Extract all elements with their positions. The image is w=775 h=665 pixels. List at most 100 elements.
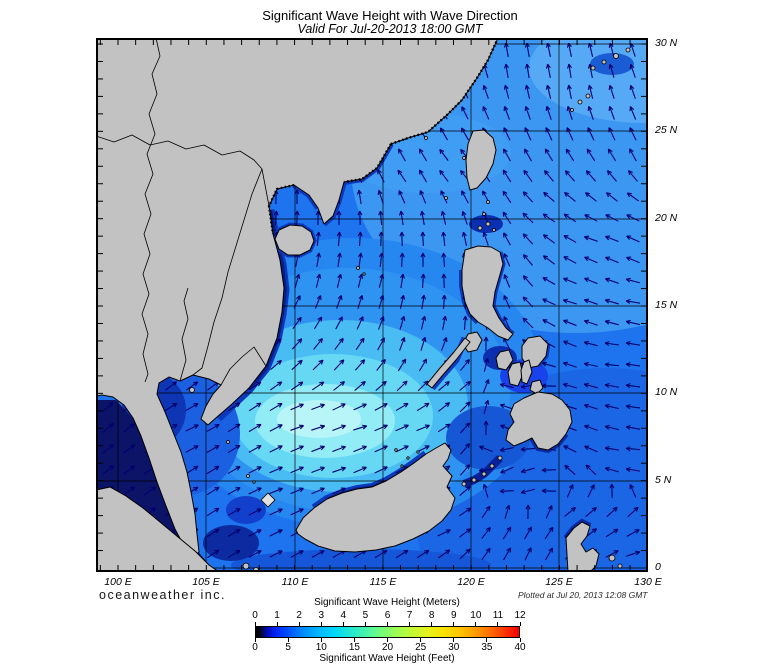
legend-scale-tickmark [254, 638, 256, 642]
plotted-timestamp: Plotted at Jul 20, 2013 12:08 GMT [518, 590, 648, 600]
small-island [625, 47, 631, 53]
legend-scale-tickmark [364, 622, 366, 626]
small-island [613, 53, 619, 59]
legend-scale-tickmark [453, 622, 455, 626]
country-border [179, 287, 189, 382]
lon-tick-label: 110 E [281, 576, 309, 588]
wave-height-colorbar [255, 626, 520, 638]
small-island [400, 464, 404, 468]
chart-title: Significant Wave Height with Wave Direct… [262, 8, 518, 23]
landmass-island [426, 337, 471, 389]
small-island [485, 221, 491, 227]
legend-scale-tickmark [486, 638, 488, 642]
landmass-island [520, 359, 533, 385]
legend-scale-number: 8 [428, 610, 435, 621]
small-island [608, 554, 616, 562]
legend-scale-tickmark [519, 622, 521, 626]
chart-subtitle: Valid For Jul-20-2013 18:00 GMT [297, 22, 483, 36]
small-island [492, 228, 496, 232]
legend-scale-tickmark [497, 622, 499, 626]
legend-meters-label: Significant Wave Height (Meters) [314, 597, 460, 608]
legend-feet-label: Significant Wave Height (Feet) [319, 653, 455, 664]
legend-scale-tickmark [254, 622, 256, 626]
legend-scale-number: 10 [315, 642, 327, 653]
landmass-mainland-asia [96, 38, 499, 558]
map-frame [96, 38, 648, 572]
legend-scale-number: 0 [252, 642, 258, 653]
small-island [462, 156, 466, 160]
lon-tick-label: 120 E [457, 576, 485, 588]
landmass-island [461, 245, 514, 341]
rocky-coast-stipple [343, 143, 393, 184]
legend-scale-tickmark [287, 638, 289, 642]
small-island [260, 492, 276, 508]
legend-scale-number: 20 [381, 642, 394, 653]
lon-tick-label: 115 E [369, 576, 397, 588]
legend-scale-number: 30 [448, 642, 460, 653]
legend-scale-number: 2 [296, 610, 302, 621]
legend-scale-number: 15 [348, 642, 360, 653]
wave-height-map [96, 38, 648, 572]
country-border [192, 168, 263, 376]
legend-scale-tickmark [409, 622, 411, 626]
legend-scale-number: 9 [450, 610, 457, 621]
legend-scale-tickmark [387, 622, 388, 626]
small-island [394, 448, 398, 452]
small-island [590, 65, 596, 71]
small-island [477, 225, 483, 231]
small-island [252, 480, 256, 484]
legend-scale-number: 1 [274, 610, 280, 621]
legend-scale-tickmark [475, 622, 477, 626]
small-island [416, 450, 420, 454]
legend-scale-tickmark [387, 638, 388, 642]
legend-scale-tickmark [320, 622, 322, 626]
legend-scale-number: 0 [252, 610, 258, 621]
small-island [471, 477, 477, 483]
small-island [486, 200, 490, 204]
small-island [242, 562, 250, 570]
small-island [489, 463, 495, 469]
country-border [220, 346, 267, 386]
small-island [601, 59, 607, 65]
landmass-island [507, 361, 524, 387]
landmass-island [465, 129, 497, 191]
legend-scale-number: 4 [340, 610, 347, 621]
country-border [141, 38, 161, 383]
legend-scale-tickmark [420, 638, 422, 642]
landmasses [96, 38, 631, 572]
small-island [444, 196, 448, 200]
small-island [424, 136, 428, 140]
landmass-island [505, 391, 573, 451]
small-island [461, 481, 467, 487]
lon-tick-label: 105 E [192, 576, 220, 588]
landmass-island [96, 486, 220, 572]
small-island [406, 456, 410, 460]
landmass-island [565, 521, 600, 572]
lat-tick-label: 25 N [655, 124, 678, 136]
small-island [482, 212, 486, 216]
legend-scale-tickmark [320, 638, 322, 642]
small-island [362, 272, 366, 276]
lat-tick-label: 30 N [655, 37, 678, 49]
landmass-island [495, 349, 514, 371]
small-island [481, 471, 487, 477]
landmass-island [274, 224, 315, 256]
lon-tick-label: 100 E [104, 576, 132, 588]
country-border [96, 134, 270, 207]
legend-scale-number: 5 [285, 642, 291, 653]
legend-scale-tickmark [519, 638, 521, 642]
legend-scale-number: 40 [514, 642, 526, 653]
legend-scale-number: 7 [406, 610, 413, 621]
oceanweather-credit: oceanweather inc. [99, 588, 226, 602]
small-island [570, 108, 574, 112]
legend-scale-number: 25 [415, 642, 427, 653]
small-island [246, 474, 250, 478]
small-island [226, 440, 230, 444]
map-layers [96, 38, 648, 572]
lon-tick-label: 130 E [634, 576, 662, 588]
legend-scale-number: 3 [318, 610, 325, 621]
legend-scale-number: 11 [492, 610, 504, 621]
lat-tick-label: 10 N [655, 386, 678, 398]
legend-scale-number: 6 [384, 610, 391, 621]
